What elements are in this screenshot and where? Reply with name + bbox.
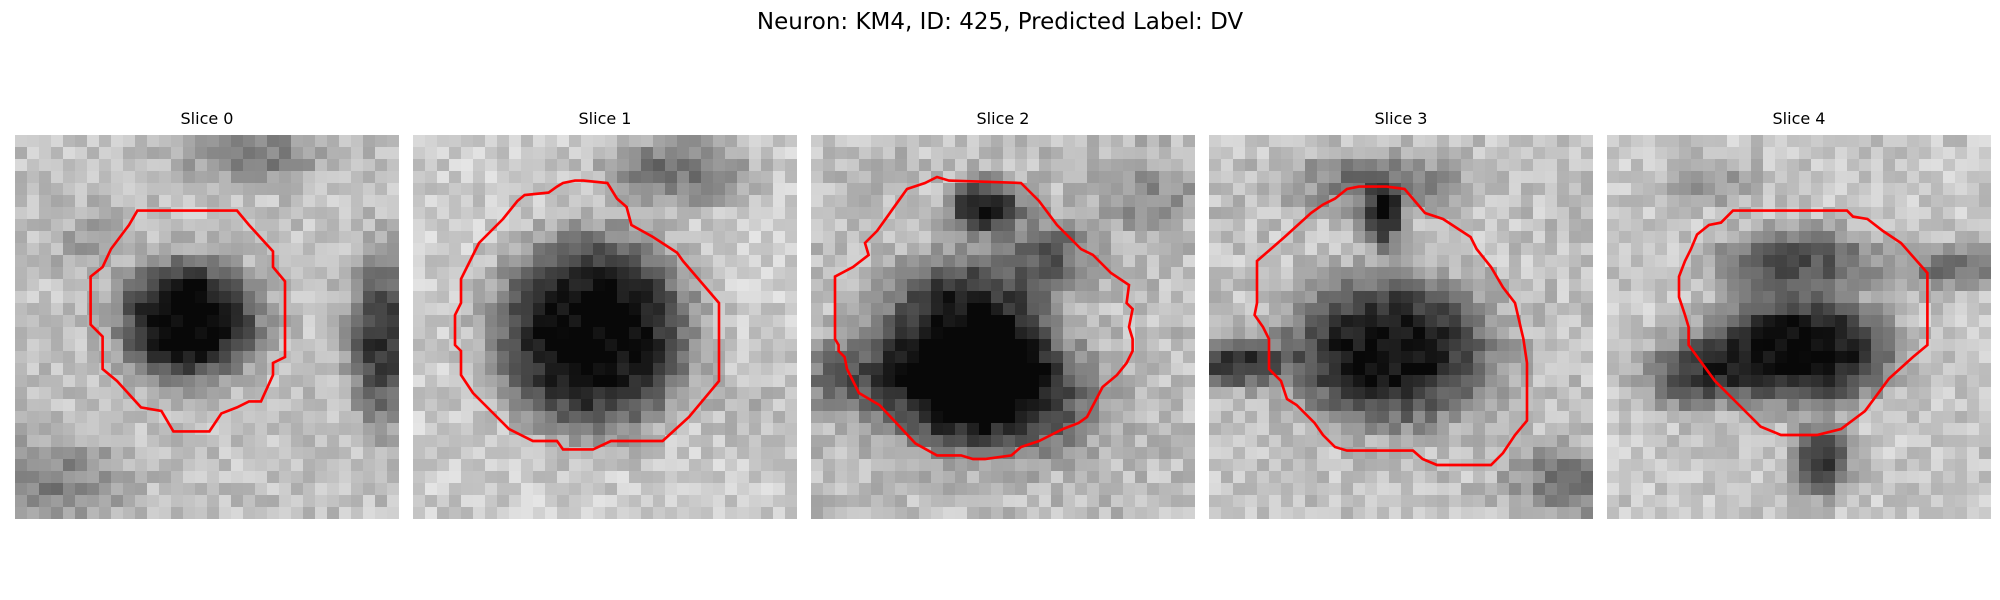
contour-outline xyxy=(453,179,721,451)
contour-outline xyxy=(1677,209,1929,437)
slice-image-4 xyxy=(1607,135,1991,519)
grayscale-pixels xyxy=(15,135,399,519)
contour-outline xyxy=(833,175,1135,461)
slice-panel-3: Slice 3 xyxy=(1209,104,1593,524)
slice-panel-4: Slice 4 xyxy=(1607,104,1991,524)
slice-title: Slice 3 xyxy=(1374,109,1428,128)
contour-outline xyxy=(89,209,287,433)
grayscale-pixels xyxy=(1607,135,1991,519)
slice-title: Slice 1 xyxy=(578,109,632,128)
grayscale-pixels xyxy=(811,135,1195,519)
slice-image-0 xyxy=(15,135,399,519)
slice-panel-2: Slice 2 xyxy=(811,104,1195,524)
grayscale-pixels xyxy=(413,135,797,519)
slice-title: Slice 0 xyxy=(180,109,234,128)
slice-title: Slice 4 xyxy=(1772,109,1826,128)
slice-image-3 xyxy=(1209,135,1593,519)
contour-outline xyxy=(1253,185,1529,467)
grayscale-pixels xyxy=(1209,135,1593,519)
slice-panel-0: Slice 0 xyxy=(15,104,399,524)
slice-title: Slice 2 xyxy=(976,109,1030,128)
figure-title: Neuron: KM4, ID: 425, Predicted Label: D… xyxy=(756,9,1244,35)
slice-image-2 xyxy=(811,135,1195,519)
slice-panel-1: Slice 1 xyxy=(413,104,797,524)
slice-image-1 xyxy=(413,135,797,519)
